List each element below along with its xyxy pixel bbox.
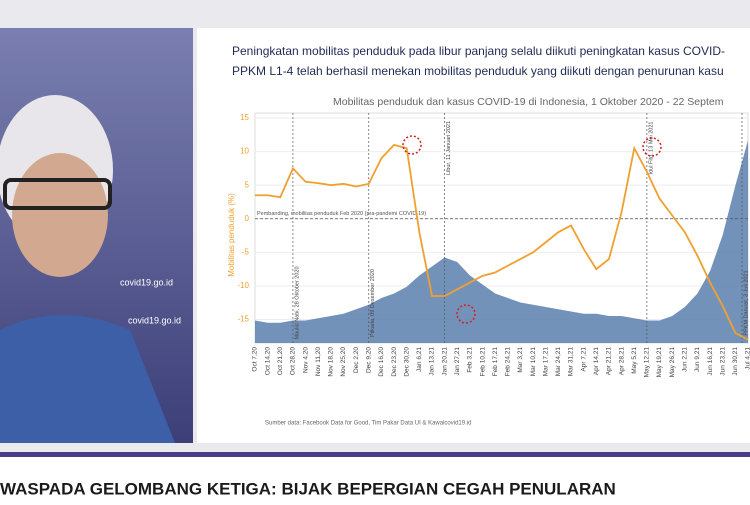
chart-title: Mobilitas penduduk dan kasus COVID-19 di…	[333, 96, 724, 108]
cases-area	[255, 140, 748, 343]
x-tick-label: Dec 16,20	[378, 347, 385, 377]
event-label: Pilkada, 09 Desember 2020	[370, 269, 376, 337]
y-tick-label: 0	[245, 214, 250, 223]
source: Sumber data: Facebook Data for Good, Tim…	[265, 421, 471, 427]
x-tick-label: Jun 16,21	[707, 347, 714, 376]
x-tick-label: Feb 24,21	[505, 347, 512, 377]
x-tick-label: Jan 13,21	[429, 347, 436, 376]
highlight-circle	[642, 137, 662, 157]
shirt	[0, 315, 175, 443]
banner	[0, 457, 750, 500]
x-tick-label: Jan 6,21	[416, 347, 423, 372]
x-tick-label: Feb 3,21	[467, 347, 474, 373]
x-tick-label: Dec 30,20	[403, 347, 410, 377]
x-tick-label: Apr 7,21	[580, 347, 587, 372]
plot: 15 10 5 0 -5 -10 -15 Pembanding, mobilitas pend…	[237, 112, 750, 378]
x-tick-label: May 19,21	[656, 347, 663, 378]
event-label: Maulid Nabi, 28 Oktober 2020	[294, 266, 300, 339]
x-tick-label: Jan 27,21	[454, 347, 461, 376]
glasses	[3, 178, 112, 210]
highlight-circle	[402, 135, 422, 155]
x-tick-label: Nov 11,20	[315, 347, 322, 377]
highlight-circle	[456, 304, 476, 324]
y-tick-label: 5	[245, 180, 250, 189]
side-label: covid19.go.id	[128, 315, 181, 325]
banner-stripe	[0, 452, 750, 457]
x-tick-label: Feb 17,21	[492, 347, 499, 377]
x-tick-label: Oct 28,20	[290, 347, 297, 376]
x-tick-label: Mar 24,21	[555, 347, 562, 377]
baseline-label: Pembanding, mobilitas penduduk Feb 2020 …	[257, 211, 426, 217]
x-tick-label: Mar 10,21	[530, 347, 537, 377]
y-tick-label: -15	[237, 315, 249, 324]
x-tick-label: Mar 3,21	[517, 347, 524, 373]
x-tick-label: Feb 10,21	[479, 347, 486, 377]
x-tick-label: Oct 7,20	[252, 347, 259, 372]
x-tick-label: Oct 21,20	[277, 347, 284, 376]
x-tick-label: Mar 31,21	[568, 347, 575, 377]
event-label: Libur, 11 Januari 2021	[446, 121, 452, 175]
y-axis-label: Mobilitas penduduk (%)	[227, 193, 236, 277]
banner-text: WASPADA GELOMBANG KETIGA: BIJAK BEPERGIA…	[0, 479, 616, 498]
y-tick-label: -10	[237, 281, 249, 290]
x-tick-label: Dec 23,20	[391, 347, 398, 377]
x-tick-label: Oct 14,20	[264, 347, 271, 376]
x-tick-label: Jun 2,21	[682, 347, 689, 372]
x-tick-label: May 26,21	[669, 347, 676, 378]
x-tick-label: May 5,21	[631, 347, 638, 374]
x-tick-label: Apr 14,21	[593, 347, 600, 376]
y-tick-label: -5	[242, 247, 250, 256]
y-tick-label: 10	[240, 147, 249, 156]
x-tick-label: Mar 17,21	[542, 347, 549, 377]
face	[12, 153, 108, 277]
x-tick-label: Jun 9,21	[694, 347, 701, 372]
event-label: Idul Fitri, 13 Mei 2021	[648, 122, 654, 175]
x-tick-label: May 12,21	[644, 347, 651, 378]
event-label: PPKM Darurat, 3 Juli 2021	[743, 270, 749, 335]
mobility-line	[255, 143, 749, 341]
x-tick-label: Apr 21,21	[606, 347, 613, 376]
x-tick-label: Nov 18,20	[328, 347, 335, 377]
x-tick-label: Nov 4,20	[302, 347, 309, 373]
x-tick-label: Nov 25,20	[340, 347, 347, 377]
x-tick-label: Jun 30,21	[732, 347, 739, 376]
y-tick-label: 15	[240, 113, 249, 122]
x-tick-label: Jun 23,21	[719, 347, 726, 376]
x-tick-label: Dec 9,20	[365, 347, 372, 373]
heading: Peningkatan mobilitas penduduk pada libu…	[232, 44, 725, 58]
x-tick-label: Jan 20,21	[441, 347, 448, 376]
side-label: covid19.go.id	[120, 277, 173, 287]
x-tick-label: Apr 28,21	[618, 347, 625, 376]
x-tick-label: Jul 4,21	[745, 347, 750, 370]
x-tick-label: Dec 2,20	[353, 347, 360, 373]
heading: PPKM L1-4 telah berhasil menekan mobilit…	[232, 64, 724, 78]
